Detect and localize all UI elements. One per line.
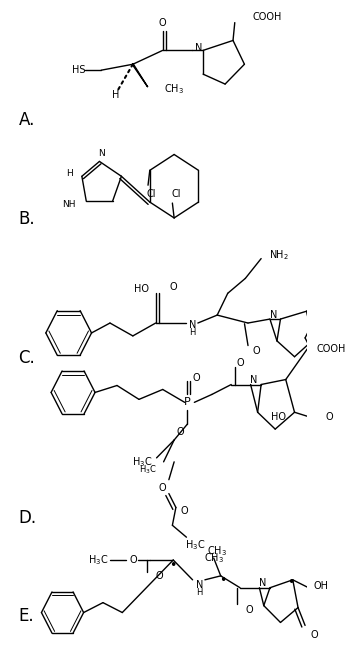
Text: D.: D.: [19, 509, 37, 528]
Text: O: O: [176, 427, 184, 437]
Polygon shape: [133, 63, 148, 87]
Text: H$_3$C: H$_3$C: [132, 455, 153, 469]
Text: O: O: [159, 18, 166, 27]
Text: CH$_3$: CH$_3$: [164, 82, 184, 96]
Text: P: P: [184, 397, 191, 407]
Text: COOH: COOH: [317, 344, 346, 354]
Text: •: •: [170, 560, 177, 573]
Text: E.: E.: [19, 607, 34, 624]
Text: NH$_2$: NH$_2$: [269, 247, 289, 261]
Text: Cl: Cl: [147, 189, 156, 199]
Text: CH$_3$: CH$_3$: [204, 551, 224, 565]
Text: H: H: [111, 90, 119, 100]
Text: H$_3$C: H$_3$C: [88, 553, 108, 567]
Text: HO: HO: [134, 284, 149, 295]
Text: O: O: [310, 630, 318, 641]
Text: O: O: [253, 346, 261, 356]
Text: CH$_3$: CH$_3$: [207, 544, 227, 558]
Text: H: H: [189, 328, 196, 338]
Text: HO: HO: [271, 412, 286, 422]
Text: •: •: [287, 577, 295, 589]
Text: NH: NH: [62, 200, 76, 208]
Text: Cl: Cl: [171, 189, 181, 199]
Text: O: O: [129, 555, 137, 565]
Text: OH: OH: [313, 581, 328, 591]
Text: COOH: COOH: [252, 12, 282, 22]
Text: B.: B.: [19, 210, 35, 228]
Text: N: N: [98, 149, 104, 158]
Text: N: N: [270, 310, 277, 320]
Text: H$_3$C: H$_3$C: [139, 464, 157, 476]
Text: N: N: [196, 580, 203, 590]
Text: N: N: [259, 578, 266, 588]
Text: •: •: [219, 575, 226, 587]
Text: O: O: [170, 282, 177, 293]
Text: O: O: [236, 358, 244, 368]
Text: HS: HS: [72, 65, 86, 75]
Text: O: O: [326, 412, 334, 422]
Text: O: O: [181, 507, 189, 517]
Text: N: N: [251, 375, 258, 385]
Text: N: N: [195, 43, 203, 54]
Text: O: O: [192, 373, 200, 383]
Text: A.: A.: [19, 111, 35, 129]
Text: O: O: [158, 483, 166, 492]
Text: N: N: [189, 320, 196, 330]
Text: H$_3$C: H$_3$C: [185, 538, 206, 552]
Text: H: H: [66, 169, 73, 178]
Text: C.: C.: [19, 349, 35, 367]
Text: H: H: [197, 588, 203, 597]
Text: O: O: [155, 571, 163, 581]
Text: O: O: [245, 605, 253, 614]
